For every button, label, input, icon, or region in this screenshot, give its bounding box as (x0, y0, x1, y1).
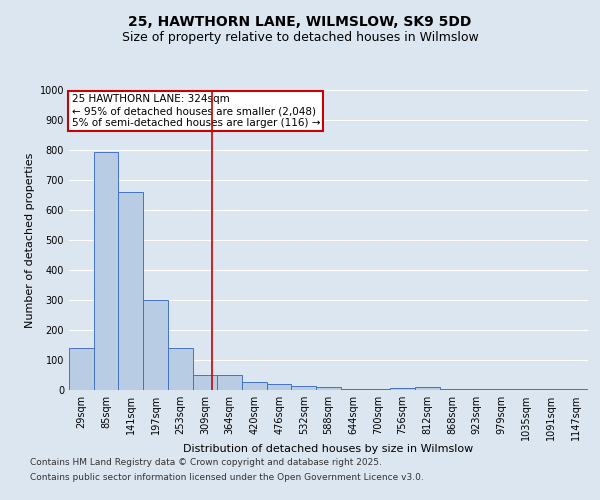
Y-axis label: Number of detached properties: Number of detached properties (25, 152, 35, 328)
Text: 25, HAWTHORN LANE, WILMSLOW, SK9 5DD: 25, HAWTHORN LANE, WILMSLOW, SK9 5DD (128, 16, 472, 30)
X-axis label: Distribution of detached houses by size in Wilmslow: Distribution of detached houses by size … (184, 444, 473, 454)
Bar (242, 382, 267, 390)
Bar (267, 384, 292, 390)
Text: Contains public sector information licensed under the Open Government Licence v3: Contains public sector information licen… (30, 473, 424, 482)
Bar (292, 386, 316, 390)
Bar (168, 348, 193, 390)
Bar (143, 300, 168, 390)
Bar (440, 388, 464, 390)
Bar (415, 387, 440, 390)
Text: Contains HM Land Registry data © Crown copyright and database right 2025.: Contains HM Land Registry data © Crown c… (30, 458, 382, 467)
Bar (217, 375, 242, 390)
Bar (118, 192, 143, 390)
Bar (341, 388, 365, 390)
Bar (316, 387, 341, 390)
Bar (539, 388, 563, 390)
Bar (193, 375, 217, 390)
Text: 25 HAWTHORN LANE: 324sqm
← 95% of detached houses are smaller (2,048)
5% of semi: 25 HAWTHORN LANE: 324sqm ← 95% of detach… (71, 94, 320, 128)
Bar (390, 388, 415, 390)
Bar (69, 348, 94, 390)
Text: Size of property relative to detached houses in Wilmslow: Size of property relative to detached ho… (122, 31, 478, 44)
Bar (489, 388, 514, 390)
Bar (94, 152, 118, 390)
